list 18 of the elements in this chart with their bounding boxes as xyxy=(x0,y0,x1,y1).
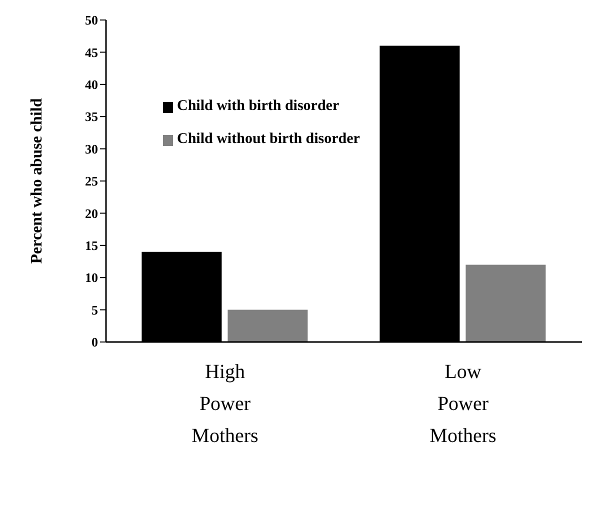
y-tick-label: 15 xyxy=(85,238,98,254)
y-tick-label: 5 xyxy=(92,302,98,318)
bar xyxy=(466,264,546,342)
y-axis-title: Percent who abuse child xyxy=(28,98,46,264)
y-tick-label: 45 xyxy=(85,44,98,60)
legend-label: Child with birth disorder xyxy=(177,98,340,115)
y-tick-label: 0 xyxy=(92,334,98,350)
y-tick-label: 10 xyxy=(85,270,98,286)
y-tick-label: 35 xyxy=(85,109,98,124)
x-tick-label: High Power Mothers xyxy=(192,361,259,447)
legend-label: Child without birth disorder xyxy=(177,131,360,148)
y-tick-label: 50 xyxy=(85,12,98,28)
y-tick-label: 40 xyxy=(85,77,98,92)
y-tick-label: 30 xyxy=(85,141,98,156)
y-tick-label: 20 xyxy=(85,206,98,221)
y-tick-label: 25 xyxy=(85,174,98,189)
x-tick-label: Low Power Mothers xyxy=(430,361,497,447)
bar xyxy=(228,310,308,342)
